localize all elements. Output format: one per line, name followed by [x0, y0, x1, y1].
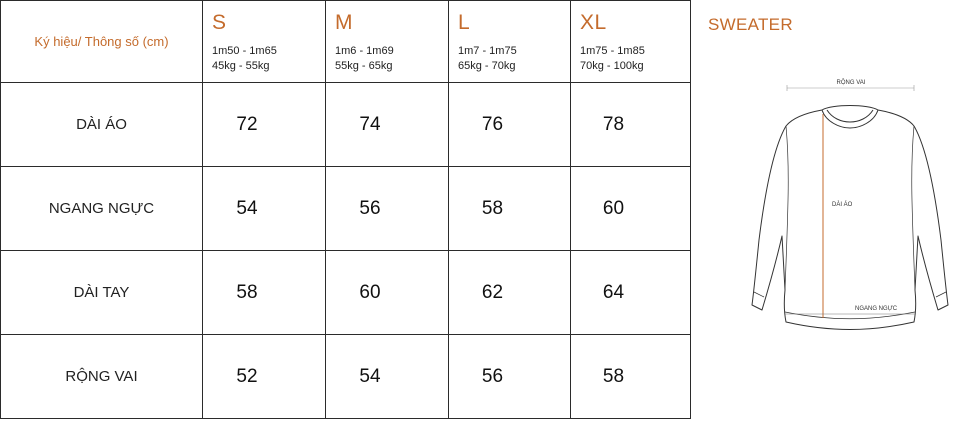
size-weight-range: 65kg - 70kg [458, 60, 516, 72]
table-row-sleeve: DÀI TAY 58 60 62 64 [0, 250, 691, 335]
size-name: XL [580, 11, 607, 34]
size-weight-range: 45kg - 55kg [212, 60, 270, 72]
value-cell: 56 [325, 166, 449, 251]
corner-label: Ký hiệu/ Thông số (cm) [0, 0, 203, 83]
size-name: S [212, 11, 227, 34]
size-header-l: L 1m7 - 1m75 65kg - 70kg [448, 0, 571, 83]
size-header-xl: XL 1m75 - 1m85 70kg - 100kg [570, 0, 691, 83]
table-row-length: DÀI ÁO 72 74 76 78 [0, 82, 691, 167]
size-name: M [335, 11, 353, 34]
table-row-chest: NGANG NGỰC 54 56 58 60 [0, 166, 691, 251]
size-height-range: 1m50 - 1m65 [212, 45, 277, 57]
sweater-outline [751, 105, 949, 330]
value-cell: 54 [202, 166, 326, 251]
size-header-m: M 1m6 - 1m69 55kg - 65kg [325, 0, 449, 83]
value-cell: 76 [448, 82, 571, 167]
shoulder-measure-line [786, 85, 915, 91]
value-cell: 62 [448, 250, 571, 335]
value-cell: 60 [570, 166, 691, 251]
length-label: DÀI ÁO [832, 201, 853, 208]
chest-label: NGANG NGỰC [855, 306, 898, 312]
value-cell: 72 [202, 82, 326, 167]
shoulder-label: RỘNG VAI [837, 79, 866, 86]
table-header-row: Ký hiệu/ Thông số (cm) S 1m50 - 1m65 45k… [0, 0, 691, 83]
value-cell: 74 [325, 82, 449, 167]
row-label: NGANG NGỰC [0, 166, 203, 251]
size-height-range: 1m6 - 1m69 [335, 45, 394, 57]
size-name: L [458, 11, 471, 34]
size-header-s: S 1m50 - 1m65 45kg - 55kg [202, 0, 326, 83]
row-label: DÀI ÁO [0, 82, 203, 167]
value-cell: 78 [570, 82, 691, 167]
size-height-range: 1m75 - 1m85 [580, 45, 645, 57]
value-cell: 56 [448, 334, 571, 419]
row-label: RỘNG VAI [0, 334, 203, 419]
value-cell: 60 [325, 250, 449, 335]
sweater-illustration-panel: SWEATER RỘNG VAI DÀI [690, 0, 974, 424]
size-weight-range: 55kg - 65kg [335, 60, 393, 72]
size-chart-table: Ký hiệu/ Thông số (cm) S 1m50 - 1m65 45k… [0, 0, 691, 419]
value-cell: 54 [325, 334, 449, 419]
value-cell: 52 [202, 334, 326, 419]
table-row-shoulder: RỘNG VAI 52 54 56 58 [0, 334, 691, 419]
size-weight-range: 70kg - 100kg [580, 60, 644, 72]
size-height-range: 1m7 - 1m75 [458, 45, 517, 57]
value-cell: 58 [448, 166, 571, 251]
value-cell: 58 [570, 334, 691, 419]
row-label: DÀI TAY [0, 250, 203, 335]
value-cell: 64 [570, 250, 691, 335]
value-cell: 58 [202, 250, 326, 335]
sweater-diagram: RỘNG VAI DÀI ÁO NGANG NGỰC [751, 79, 949, 330]
product-title: SWEATER [708, 15, 793, 34]
